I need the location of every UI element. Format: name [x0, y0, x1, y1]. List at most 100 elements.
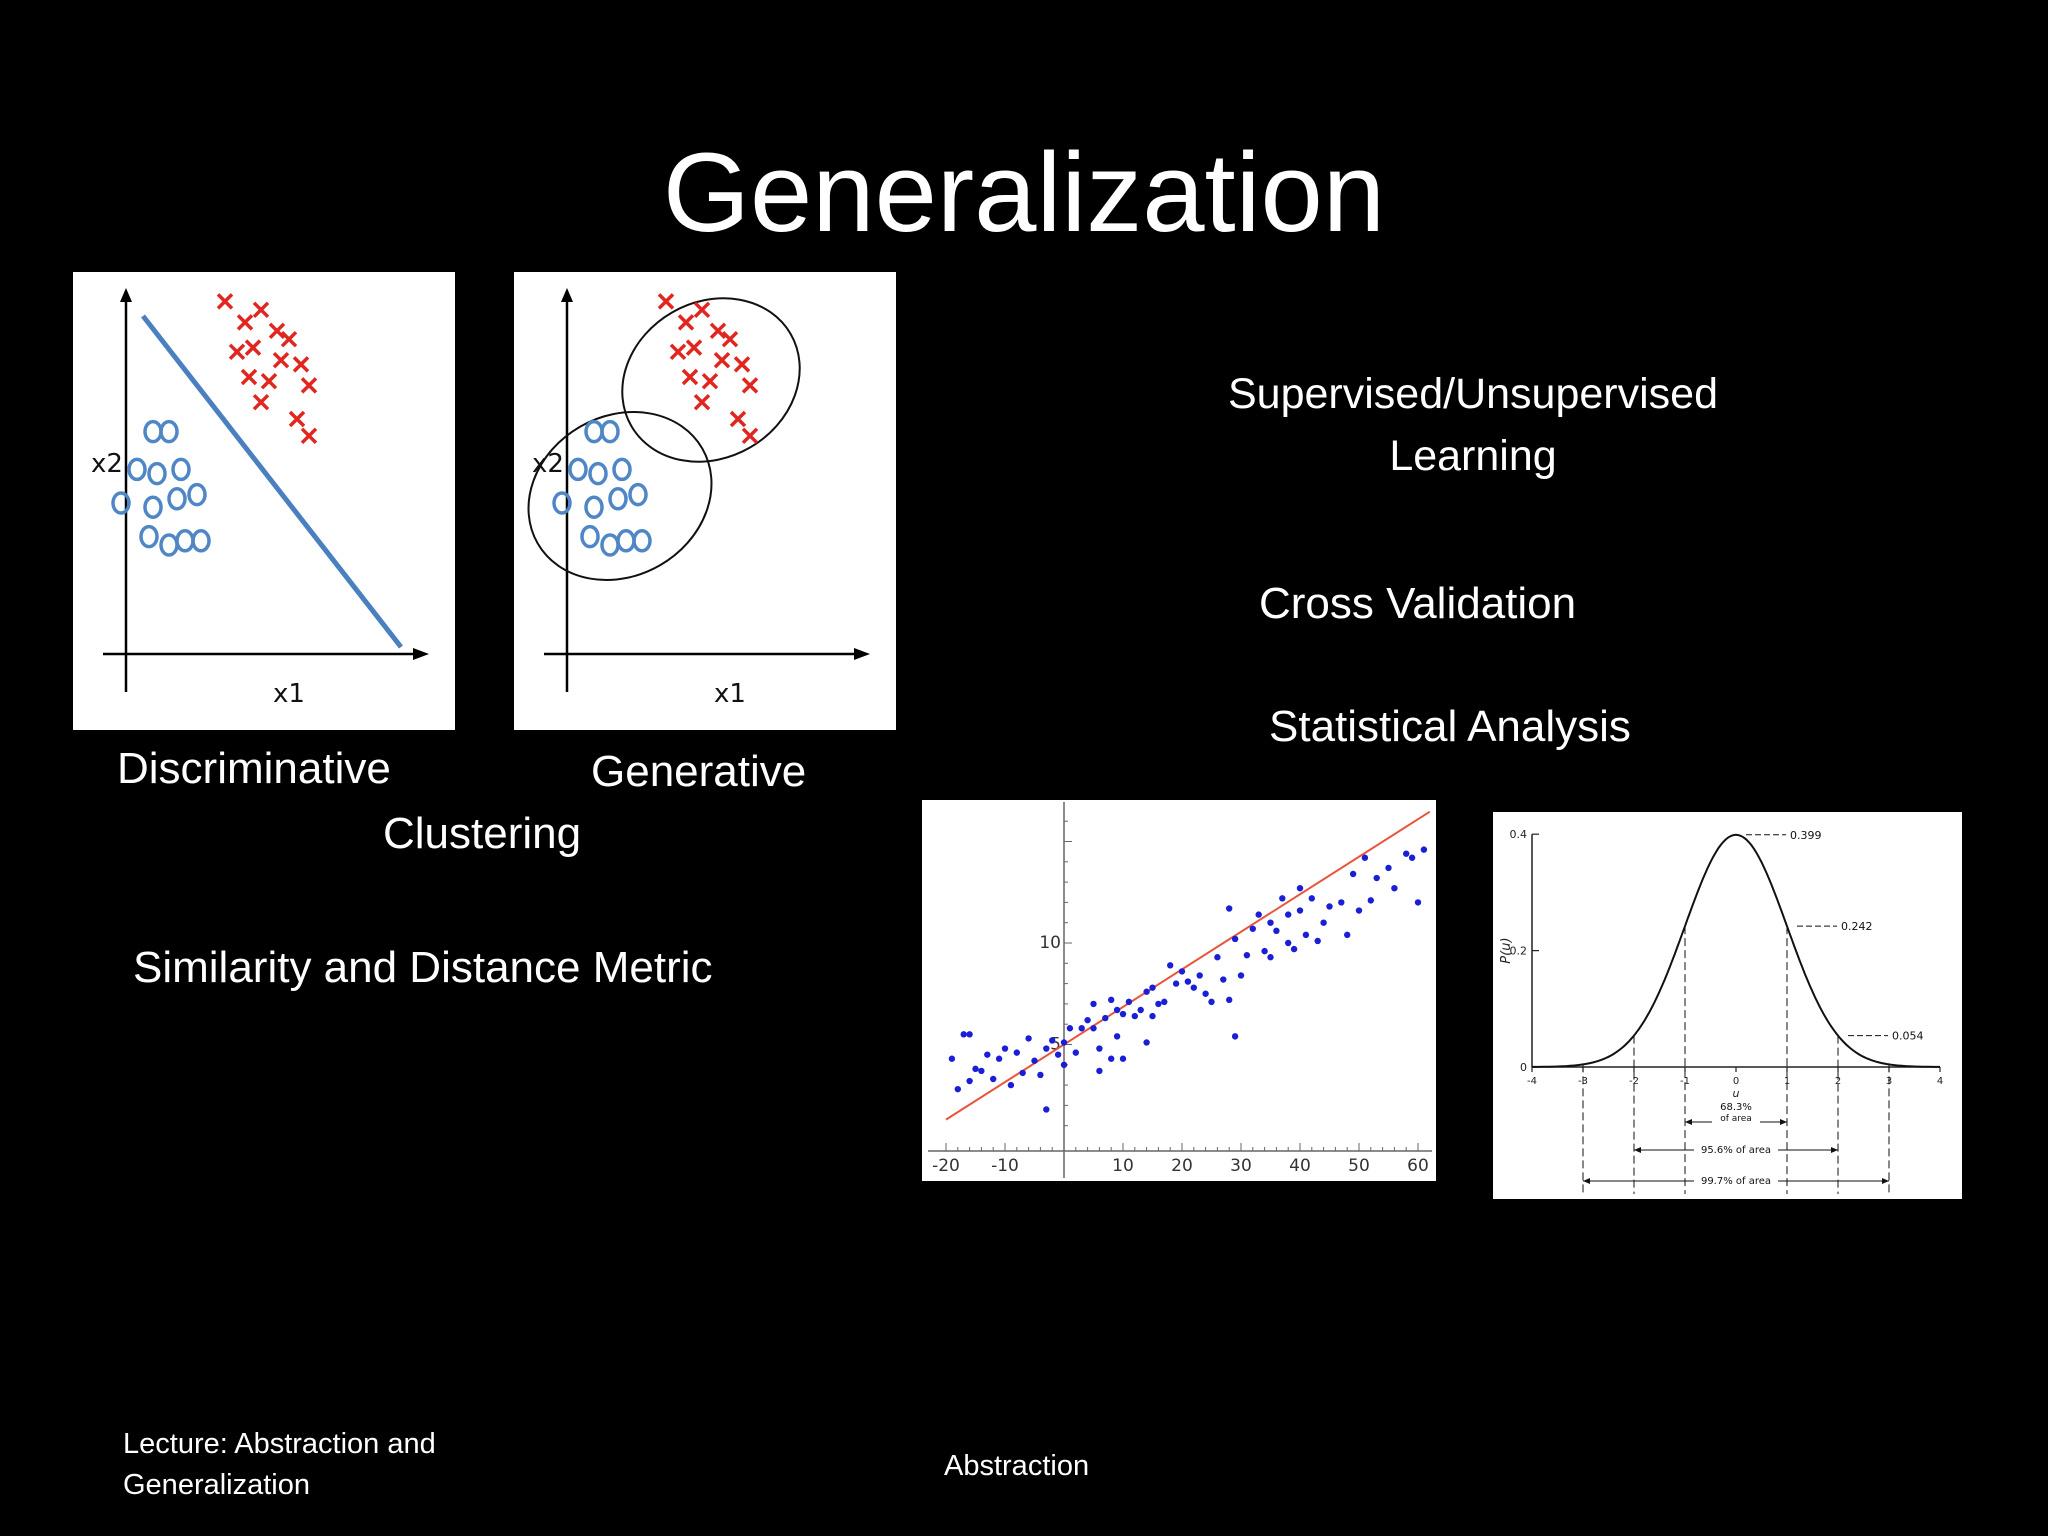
class-x-point	[721, 330, 739, 348]
class-o-point	[584, 419, 604, 444]
discriminative-chart-svg: x2 x1	[91, 288, 429, 709]
data-point	[1119, 1010, 1127, 1018]
data-point	[1255, 911, 1262, 918]
data-point	[1090, 1025, 1097, 1032]
label-similarity: Similarity and Distance Metric	[133, 943, 713, 992]
data-point	[1226, 905, 1233, 912]
class-x-point	[693, 393, 711, 411]
footer-lecture-title: Lecture: Abstraction and Generalization	[123, 1428, 436, 1501]
x-tick-label: -20	[932, 1156, 960, 1176]
data-point	[984, 1051, 991, 1058]
interval-arrow-right	[1831, 1147, 1838, 1153]
label-statistical-analysis: Statistical Analysis	[1269, 702, 1631, 751]
cluster-ellipse-o	[527, 410, 713, 582]
label-generative: Generative	[591, 747, 807, 796]
data-point	[966, 1077, 973, 1085]
data-point	[1096, 1045, 1103, 1052]
data-point	[1001, 1045, 1009, 1052]
data-point	[1285, 939, 1292, 947]
class-o-point	[612, 457, 632, 482]
data-point	[1025, 1035, 1032, 1042]
regression-chart-svg: -20 -10 10 20 30 40 50 60 5 10	[928, 802, 1432, 1178]
data-point	[1214, 954, 1221, 961]
data-point	[1408, 854, 1416, 861]
cluster-ellipse-x	[621, 297, 801, 463]
data-point	[1373, 874, 1380, 882]
class-x-point	[701, 372, 719, 390]
interval-arrow-right	[1780, 1119, 1787, 1125]
x-tick-label: 60	[1407, 1156, 1429, 1176]
x-tick-label: -1	[1680, 1076, 1690, 1087]
data-point	[1361, 854, 1369, 861]
class-o-point	[628, 482, 648, 507]
data-point	[1143, 988, 1150, 995]
data-point	[1060, 1061, 1068, 1068]
class-x-point	[681, 368, 699, 386]
normal-distribution-chart: 00.20.4-4-3-2-101234uP(u)0.3990.2420.054…	[1493, 812, 1962, 1199]
class-o-point	[187, 482, 207, 507]
data-point	[1290, 945, 1298, 953]
data-point	[1155, 1000, 1162, 1008]
regression-chart: -20 -10 10 20 30 40 50 60 5 10	[922, 800, 1436, 1181]
class-x-point	[236, 314, 254, 331]
class-o-point	[588, 461, 608, 486]
class-o-point	[143, 419, 163, 444]
x-axis-label: x1	[273, 679, 305, 709]
data-point	[1190, 984, 1197, 991]
x-tick-label: 2	[1835, 1076, 1841, 1087]
data-point	[1072, 1049, 1079, 1056]
class-x-point	[280, 330, 298, 348]
class-x-point	[292, 356, 310, 373]
interval-label-bg	[1694, 1174, 1778, 1186]
interval-label-bg	[1712, 1098, 1760, 1128]
data-point	[1043, 1045, 1050, 1052]
data-point	[1231, 1033, 1239, 1040]
x-tick-label: 10	[1112, 1156, 1134, 1176]
class-x-point	[244, 339, 262, 356]
data-point	[990, 1075, 997, 1083]
interval-label: 99.7% of area	[1701, 1176, 1771, 1187]
class-o-point	[159, 419, 179, 444]
data-point	[1208, 998, 1215, 1006]
interval-arrow-left	[1634, 1147, 1641, 1153]
class-x-point	[657, 293, 675, 310]
y-tick-label: 0	[1520, 1061, 1527, 1074]
data-point	[1019, 1069, 1026, 1077]
class-o-point	[191, 529, 211, 553]
data-point	[1049, 1037, 1056, 1044]
interval-arrow-left	[1583, 1178, 1590, 1184]
data-point	[1007, 1081, 1015, 1089]
data-point	[1084, 1016, 1091, 1024]
data-point	[1326, 903, 1333, 910]
data-point	[1102, 1014, 1109, 1022]
class-o-point	[171, 457, 191, 482]
data-point	[1131, 1012, 1138, 1020]
label-supervised-line2: Learning	[1389, 432, 1557, 480]
class-o-point	[139, 524, 159, 549]
x-tick-label: 20	[1171, 1156, 1193, 1176]
x-tick-label: 1	[1784, 1076, 1790, 1087]
data-point	[1108, 996, 1115, 1004]
data-point	[1349, 870, 1357, 878]
data-point	[1355, 907, 1363, 914]
data-point	[966, 1031, 973, 1038]
label-supervised-line1: Supervised/Unsupervised	[1228, 370, 1718, 418]
data-point	[1172, 980, 1180, 987]
data-point	[1037, 1071, 1044, 1079]
data-point	[1137, 1006, 1144, 1014]
class-x-point	[685, 339, 703, 356]
y-axis-label: x2	[91, 449, 123, 479]
interval-arrow-left	[1685, 1119, 1692, 1125]
data-point	[1314, 937, 1321, 945]
class-x-point	[272, 351, 290, 369]
data-point	[1285, 911, 1292, 918]
class-x-point	[669, 343, 687, 361]
data-point	[1066, 1025, 1074, 1032]
class-o-point	[616, 529, 636, 553]
class-o-point	[167, 487, 187, 511]
generative-chart-svg: x2 x1	[527, 288, 870, 709]
slide-title: Generalization	[662, 130, 1386, 255]
label-supervised: Supervised/Unsupervised Learning	[1173, 363, 1773, 487]
density-curve	[1532, 833, 1940, 1068]
data-point	[1385, 864, 1392, 872]
